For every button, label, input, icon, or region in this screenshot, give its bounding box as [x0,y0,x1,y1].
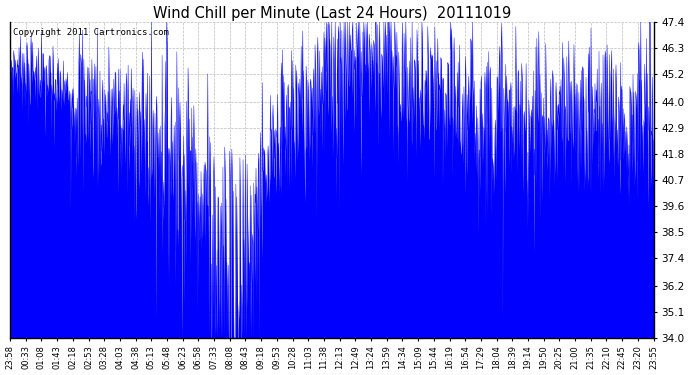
Text: Copyright 2011 Cartronics.com: Copyright 2011 Cartronics.com [13,28,169,37]
Title: Wind Chill per Minute (Last 24 Hours)  20111019: Wind Chill per Minute (Last 24 Hours) 20… [152,6,511,21]
